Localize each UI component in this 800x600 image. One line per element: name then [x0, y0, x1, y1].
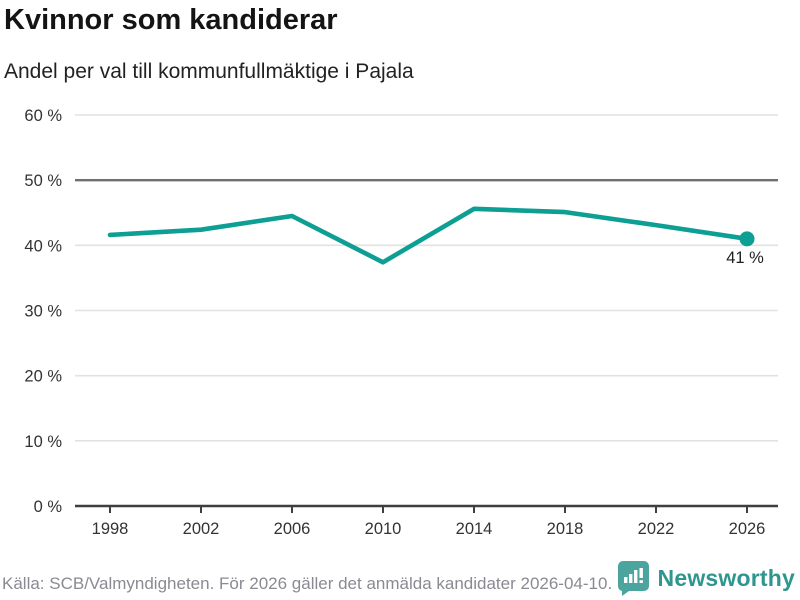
- svg-text:2018: 2018: [547, 520, 584, 538]
- svg-text:1998: 1998: [92, 520, 129, 538]
- x-axis-labels: 1998 2002 2006 2010 2014 2018 2022 2026: [92, 520, 766, 538]
- svg-text:2022: 2022: [638, 520, 675, 538]
- chart-subtitle: Andel per val till kommunfullmäktige i P…: [4, 60, 414, 83]
- svg-text:20 %: 20 %: [24, 368, 62, 386]
- svg-text:2014: 2014: [456, 520, 493, 538]
- svg-text:0 %: 0 %: [34, 498, 63, 516]
- gridlines: [75, 114, 778, 442]
- footer: Källa: SCB/Valmyndigheten. För 2026 gäll…: [0, 555, 800, 600]
- svg-text:2006: 2006: [274, 520, 311, 538]
- svg-text:10 %: 10 %: [24, 433, 62, 451]
- chart-title: Kvinnor som kandiderar: [4, 4, 338, 36]
- svg-text:30 %: 30 %: [24, 303, 62, 321]
- bar-chart-bubble-icon: [617, 561, 649, 596]
- svg-text:2010: 2010: [365, 520, 402, 538]
- brand-name: Newsworthy: [657, 564, 795, 591]
- svg-text:60 %: 60 %: [24, 107, 62, 125]
- brand-logo: Newsworthy: [616, 560, 795, 596]
- end-point-marker: 41 %: [726, 231, 764, 267]
- svg-text:50 %: 50 %: [24, 172, 62, 190]
- svg-text:2002: 2002: [183, 520, 220, 538]
- line-chart-plot: 0 % 10 % 20 % 30 % 40 % 50 % 60 % 1998 2002 2006…: [24, 107, 778, 538]
- svg-text:41 %: 41 %: [726, 249, 764, 267]
- data-series-line: [107, 206, 750, 265]
- svg-text:40 %: 40 %: [24, 237, 62, 255]
- svg-text:2026: 2026: [729, 520, 766, 538]
- source-attribution: Källa: SCB/Valmyndigheten. För 2026 gäll…: [2, 574, 613, 593]
- x-axis: [75, 504, 778, 513]
- y-axis-labels: 0 % 10 % 20 % 30 % 40 % 50 % 60 %: [24, 107, 62, 516]
